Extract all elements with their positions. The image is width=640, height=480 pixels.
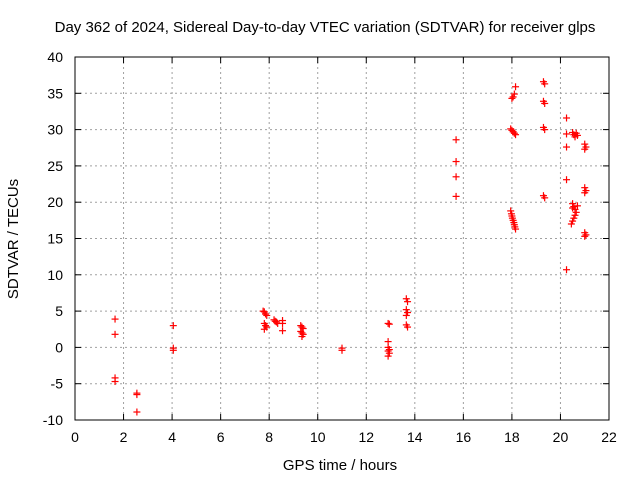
data-point-marker	[404, 323, 412, 331]
data-point-marker	[385, 320, 393, 328]
y-tick-label: 35	[47, 85, 63, 101]
x-tick-label: 0	[71, 429, 79, 445]
y-tick-label: 40	[47, 49, 63, 65]
data-point-marker	[262, 322, 270, 330]
x-tick-label: 10	[310, 429, 326, 445]
x-tick-label: 2	[120, 429, 128, 445]
data-point-marker	[509, 93, 517, 101]
data-point-marker	[279, 327, 287, 335]
data-point-marker	[402, 311, 410, 319]
y-tick-label: 30	[47, 122, 63, 138]
data-point-marker	[563, 266, 571, 274]
y-tick-label: 15	[47, 231, 63, 247]
y-tick-label: 5	[55, 303, 63, 319]
data-point-marker	[563, 130, 571, 138]
x-tick-label: 22	[601, 429, 617, 445]
data-point-marker	[169, 322, 177, 330]
data-point-marker	[510, 129, 518, 137]
data-point-marker	[260, 325, 268, 333]
data-point-marker	[263, 311, 271, 319]
data-point-marker	[133, 391, 141, 399]
x-tick-labels: 0 2 4 6 8 10 12 14 16 18 20 22	[71, 429, 617, 445]
data-point-marker	[452, 158, 460, 166]
x-tick-label: 8	[265, 429, 273, 445]
data-point-marker	[541, 194, 549, 202]
data-point-marker	[279, 319, 287, 327]
data-point-marker	[512, 131, 520, 139]
data-point-marker	[567, 220, 575, 228]
data-point-marker	[541, 126, 549, 134]
data-point-marker	[563, 176, 571, 184]
data-point-marker	[298, 333, 306, 341]
x-tick-label: 12	[358, 429, 374, 445]
x-tick-label: 16	[456, 429, 472, 445]
data-point-marker	[541, 99, 549, 107]
x-tick-label: 4	[168, 429, 176, 445]
data-point-marker	[563, 114, 571, 122]
data-point-marker	[111, 330, 119, 338]
data-point-marker	[581, 189, 589, 197]
data-point-marker	[452, 136, 460, 144]
data-point-marker	[404, 298, 412, 306]
data-point-marker	[569, 204, 577, 212]
data-point-marker	[508, 94, 516, 102]
data-point-marker	[452, 173, 460, 181]
x-tick-label: 6	[217, 429, 225, 445]
data-point-marker	[338, 346, 346, 354]
y-tick-label: 10	[47, 267, 63, 283]
data-point-marker	[581, 232, 589, 240]
y-tick-label: 20	[47, 194, 63, 210]
data-point-marker	[384, 319, 392, 327]
data-point-marker	[272, 318, 280, 326]
y-tick-label: 0	[55, 339, 63, 355]
plot-frame	[74, 56, 610, 421]
data-point-marker	[111, 315, 119, 323]
y-axis-label: SDTVAR / TECUs	[5, 179, 22, 299]
data-point-marker	[563, 143, 571, 151]
grid	[75, 57, 609, 420]
data-point-marker	[133, 408, 141, 416]
data-point-marker	[111, 378, 119, 386]
y-tick-label: -5	[51, 376, 64, 392]
data-point-marker	[573, 131, 581, 139]
data-point-marker	[541, 80, 549, 88]
data-point-marker	[384, 352, 392, 360]
data-point-marker	[581, 145, 589, 153]
y-tick-label: -10	[43, 412, 63, 428]
data-point-marker	[452, 192, 460, 200]
data-point-marker	[573, 202, 581, 210]
data-point-marker	[262, 310, 270, 318]
data-markers	[111, 78, 590, 416]
x-tick-label: 18	[504, 429, 520, 445]
x-tick-label: 14	[407, 429, 423, 445]
x-tick-label: 20	[553, 429, 569, 445]
y-tick-label: 25	[47, 158, 63, 174]
data-point-marker	[512, 225, 520, 233]
data-point-marker	[512, 83, 520, 91]
x-axis-label: GPS time / hours	[283, 457, 397, 474]
y-tick-labels: -10 -5 0 5 10 15 20 25 30 35 40	[43, 49, 63, 428]
data-point-marker	[169, 346, 177, 354]
chart-title: Day 362 of 2024, Sidereal Day-to-day VTE…	[55, 19, 596, 36]
data-point-marker	[582, 231, 590, 239]
